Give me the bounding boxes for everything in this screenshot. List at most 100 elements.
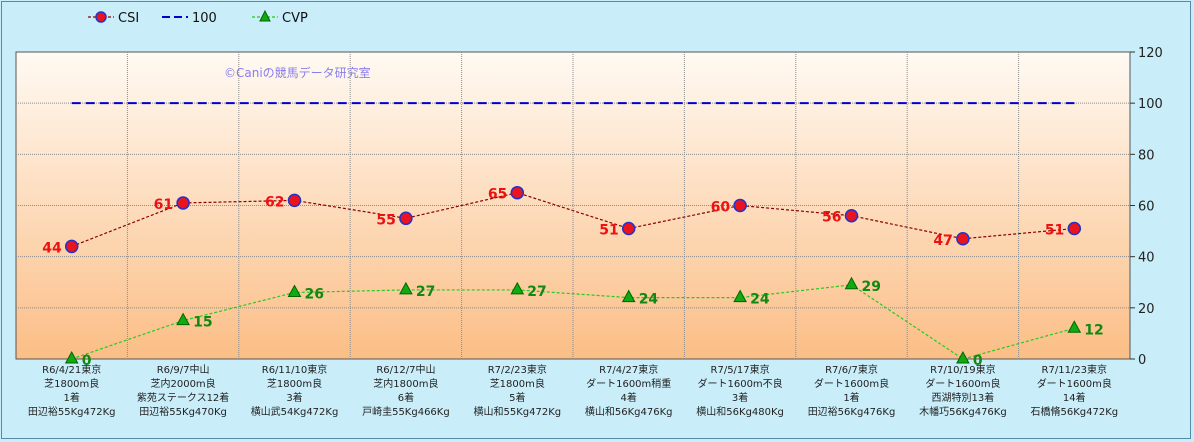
cvp-data-label: 29	[862, 279, 881, 295]
x-tick-label-line: 紫苑ステークス12着	[137, 391, 229, 404]
y-tick-label: 100	[1138, 97, 1163, 112]
x-tick-label-line: 3着	[732, 391, 748, 404]
cvp-data-label: 27	[416, 284, 435, 300]
x-tick-label-line: R6/4/21東京	[42, 363, 101, 376]
csi-data-label: 51	[599, 223, 618, 239]
csi-point	[399, 211, 413, 226]
legend-label: CSI	[118, 11, 139, 26]
x-tick-label-line: R7/6/7東京	[825, 363, 878, 376]
series-line-csi	[71, 192, 1075, 247]
cvp-data-label: 24	[750, 292, 770, 308]
y-tick-label: 20	[1138, 302, 1155, 317]
legend-item-100: 100	[162, 11, 217, 26]
cvp-point	[621, 289, 636, 303]
x-tick-label-line: R7/10/19東京	[930, 363, 996, 376]
legend-item-cvp: CVP	[252, 9, 308, 26]
x-tick-label-line: 横山和55Kg472Kg	[473, 405, 561, 418]
legend-label: 100	[192, 11, 217, 26]
x-tick-label-line: 横山和56Kg476Kg	[585, 405, 673, 418]
x-tick-label-line: ダート1600m良	[814, 377, 889, 390]
legend-marker	[95, 11, 107, 23]
x-axis: R6/4/21東京芝1800m良1着田辺裕55Kg472KgR6/9/7中山芝内…	[28, 363, 1118, 418]
x-tick-label-line: 木幡巧56Kg476Kg	[919, 405, 1007, 418]
cvp-point	[399, 281, 413, 295]
x-tick-label-line: 芝1800m良	[490, 377, 545, 390]
csi-data-label: 56	[822, 210, 841, 226]
watermark: ©Caniの競馬データ研究室	[224, 65, 371, 80]
csi-point	[956, 232, 970, 246]
csi-point	[176, 196, 190, 210]
x-tick-label-line: 14着	[1063, 391, 1086, 404]
x-tick-label-line: 6着	[398, 391, 414, 404]
csi-point	[844, 208, 859, 223]
cvp-data-label: 15	[193, 315, 212, 331]
legend: CSI 100 CVP	[88, 9, 308, 26]
cvp-point	[844, 276, 859, 290]
csi-data-label: 60	[711, 200, 731, 216]
cvp-data-label: 24	[639, 292, 659, 308]
y-tick-label: 120	[1138, 46, 1163, 61]
cvp-point	[510, 281, 525, 295]
csi-point	[287, 193, 302, 208]
cvp-data-label: 0	[82, 353, 92, 369]
x-tick-label-line: 横山武54Kg472Kg	[251, 405, 339, 418]
csi-data-label: 44	[42, 240, 62, 256]
cvp-point	[1067, 320, 1082, 333]
y-tick-label: 60	[1138, 200, 1155, 215]
x-tick-label-line: 4着	[621, 391, 637, 404]
x-tick-label-line: 田辺裕55Kg472Kg	[28, 405, 116, 418]
x-tick-label-line: 芝1800m良	[267, 377, 322, 390]
cvp-data-label: 12	[1084, 322, 1103, 338]
csi-point	[621, 221, 636, 236]
x-tick-label-line: ダート1600m良	[925, 377, 1000, 390]
x-tick-label-line: 田辺裕55Kg470Kg	[139, 405, 227, 418]
x-tick-label-line: R7/5/17東京	[711, 363, 770, 376]
legend-item-csi: CSI	[88, 11, 139, 26]
cvp-data-label: 27	[527, 284, 546, 300]
x-tick-label-line: R6/11/10東京	[262, 363, 328, 376]
x-tick-label-line: R6/9/7中山	[157, 363, 210, 376]
x-tick-label-line: 横山和56Kg480Kg	[696, 405, 784, 418]
x-tick-label-line: 芝内2000m良	[150, 377, 215, 390]
y-tick-label: 80	[1138, 148, 1155, 163]
x-tick-label-line: R7/2/23東京	[488, 363, 547, 376]
csi-point	[733, 198, 747, 213]
csi-point	[1067, 221, 1082, 236]
x-tick-label-line: 3着	[286, 391, 302, 404]
x-tick-label-line: 芝内1800m良	[373, 377, 438, 390]
csi-point	[510, 185, 525, 200]
x-tick-label-line: 田辺裕56Kg476Kg	[808, 405, 896, 418]
y-axis: 0 20 40 60 80 100 120	[1130, 46, 1163, 368]
x-tick-label-line: R6/12/7中山	[376, 363, 435, 376]
series-layer: 44 61 62 55 65 51 60 56 47 51 0 15 26 27 27 24 24 29 0 12	[42, 102, 1104, 369]
y-tick-label: 40	[1138, 251, 1155, 266]
x-tick-label-line: 西湖特別13着	[932, 391, 995, 404]
cvp-data-label: 0	[973, 353, 983, 369]
csi-data-label: 65	[488, 187, 507, 203]
x-tick-label-line: R7/4/27東京	[599, 363, 658, 376]
series-line-cvp	[71, 284, 1075, 360]
csi-data-label: 61	[154, 197, 173, 213]
cvp-data-label: 26	[305, 286, 324, 302]
x-tick-label-line: 5着	[509, 391, 525, 404]
csi-data-label: 47	[933, 233, 952, 249]
x-tick-label-line: 1着	[64, 391, 80, 404]
x-tick-label-line: ダート1600m不良	[697, 377, 782, 390]
cvp-point	[287, 284, 302, 297]
x-tick-label-line: 戸崎圭55Kg466Kg	[362, 405, 450, 418]
x-tick-label-line: 芝1800m良	[44, 377, 99, 390]
cvp-point	[64, 350, 79, 364]
legend-label: CVP	[282, 11, 308, 26]
